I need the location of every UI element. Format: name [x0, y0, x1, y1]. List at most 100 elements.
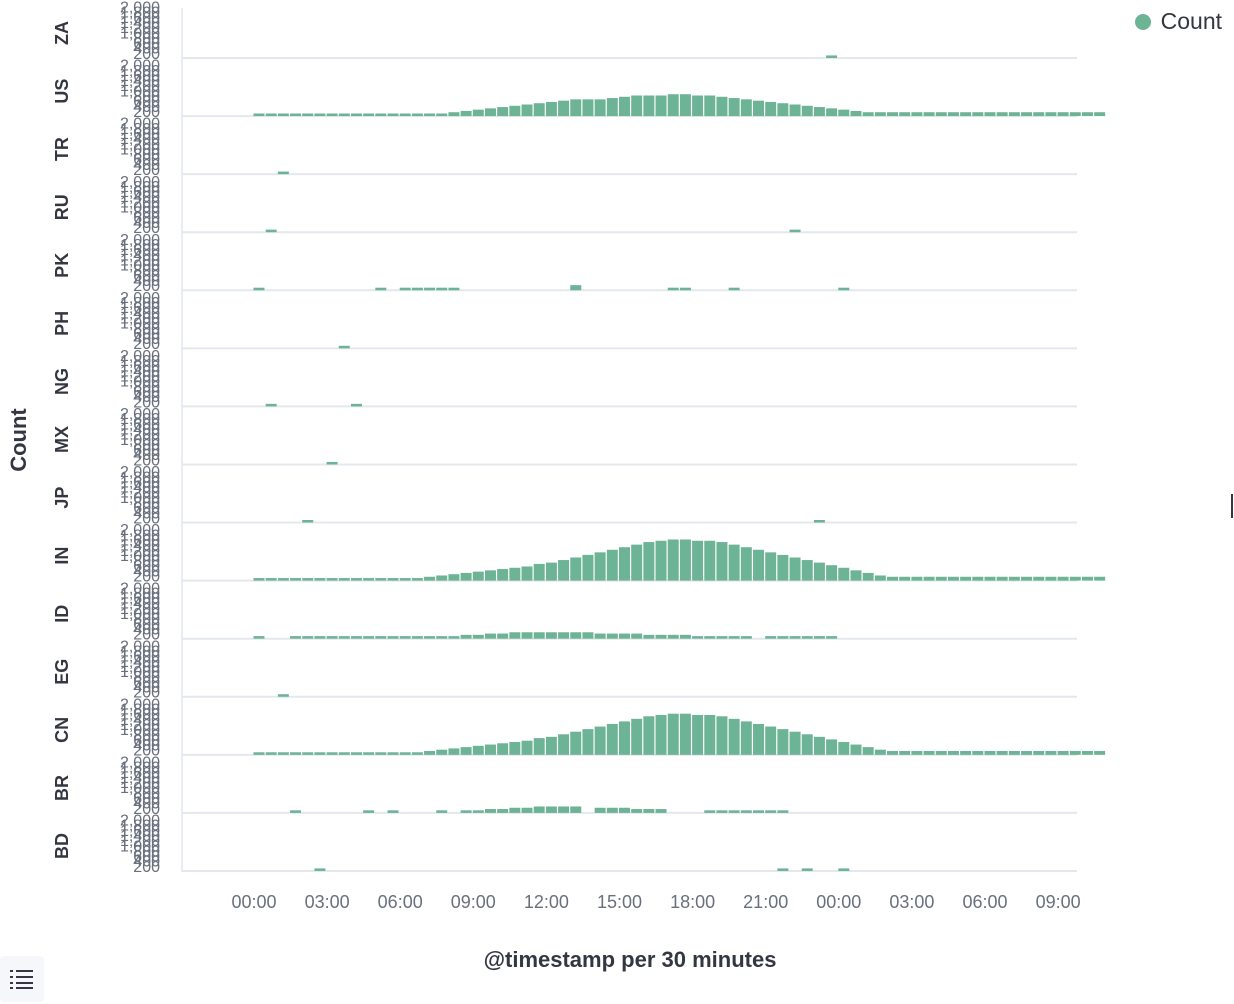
bar-id	[558, 632, 570, 639]
y-tick-label: 1,000	[120, 722, 160, 739]
y-tick-label: 2,000	[120, 290, 160, 307]
y-tick-label: 600	[133, 442, 160, 459]
y-tick-label: 200	[133, 394, 160, 411]
y-tick-label: 400	[133, 563, 160, 580]
row-label-za: ZA	[52, 21, 72, 45]
bar-in	[923, 576, 935, 581]
bar-cn	[314, 752, 326, 755]
bar-id	[740, 636, 752, 639]
bar-us	[411, 113, 423, 117]
bar-cn	[826, 739, 838, 755]
y-tick-label: 2,000	[120, 174, 160, 191]
bar-us	[960, 112, 972, 117]
bar-cn	[1081, 750, 1093, 755]
y-tick-label: 400	[133, 854, 160, 871]
bar-br	[290, 810, 302, 813]
bar-br	[436, 810, 448, 813]
y-tick-label: 1,200	[120, 194, 160, 211]
y-tick-label: 200	[133, 162, 160, 179]
bar-in	[789, 557, 801, 581]
bar-us	[789, 104, 801, 117]
bar-cn	[1045, 750, 1057, 755]
y-tick-label: 800	[133, 88, 160, 105]
bar-in	[874, 575, 886, 581]
bar-in	[1033, 576, 1045, 581]
bar-cn	[984, 750, 996, 755]
bar-marks	[253, 55, 1106, 871]
bar-id	[399, 636, 411, 639]
y-tick-label: 2,000	[120, 464, 160, 481]
bar-us	[290, 113, 302, 117]
x-tick-label: 03:00	[889, 892, 934, 912]
bar-id	[619, 633, 630, 639]
bar-id	[521, 632, 533, 639]
bar-cn	[935, 750, 947, 755]
x-tick-label: 21:00	[743, 892, 788, 912]
bar-id	[497, 633, 509, 639]
y-tick-label: 200	[133, 278, 160, 295]
bar-id	[826, 636, 838, 639]
y-tick-label: 1,800	[120, 63, 160, 80]
y-tick-label: 2,000	[120, 406, 160, 423]
y-tick-label: 600	[133, 94, 160, 111]
x-tick-label: 09:00	[451, 892, 496, 912]
bar-cn	[338, 752, 350, 755]
bar-br	[753, 810, 764, 813]
bar-us	[826, 108, 838, 117]
y-tick-label: 1,400	[120, 770, 160, 787]
y-tick-label: 400	[133, 447, 160, 464]
bar-cn	[1057, 750, 1069, 755]
y-tick-label: 200	[133, 801, 160, 818]
y-tick-label: 1,800	[120, 237, 160, 254]
y-tick-label: 600	[133, 210, 160, 227]
y-tick-label: 200	[133, 452, 160, 469]
bar-us	[667, 94, 679, 117]
bar-in	[387, 578, 399, 581]
y-tick-label: 1,600	[120, 358, 160, 375]
bar-in	[484, 570, 496, 581]
bar-br	[545, 806, 557, 813]
bar-br	[765, 810, 777, 813]
y-tick-label: 600	[133, 849, 160, 866]
bar-cn	[521, 740, 533, 755]
bar-in	[1069, 576, 1081, 581]
row-label-ph: PH	[52, 311, 72, 336]
x-tick-label: 06:00	[378, 892, 423, 912]
bar-id	[436, 636, 448, 639]
bar-us	[424, 113, 436, 117]
y-tick-label: 800	[133, 843, 160, 860]
bar-cn	[326, 752, 338, 755]
y-tick-label: 800	[133, 263, 160, 280]
bar-cn	[460, 747, 472, 755]
y-tick-label: 1,000	[120, 780, 160, 797]
y-tick-label: 1,000	[120, 374, 160, 391]
bar-br	[460, 810, 472, 813]
row-label-bd: BD	[52, 833, 72, 859]
legend-toggle-button[interactable]	[0, 956, 44, 1002]
x-tick-label: 18:00	[670, 892, 715, 912]
bar-in	[1008, 576, 1020, 581]
bar-in	[887, 576, 899, 581]
bar-us	[436, 113, 448, 117]
bar-id	[545, 632, 557, 639]
bar-us	[314, 113, 326, 117]
bar-br	[521, 807, 533, 813]
bar-cn	[302, 752, 314, 755]
x-tick-label: 00:00	[816, 892, 861, 912]
y-tick-label: 2,000	[120, 522, 160, 539]
y-tick-label: 800	[133, 495, 160, 512]
bar-br	[509, 807, 521, 813]
bar-cn	[411, 752, 423, 755]
bar-id	[704, 636, 716, 639]
y-tick-label: 2,000	[120, 58, 160, 75]
bar-in	[826, 565, 838, 581]
bar-id	[582, 632, 594, 639]
bar-us	[375, 113, 387, 117]
bar-in	[679, 539, 691, 581]
y-tick-label: 1,600	[120, 474, 160, 491]
y-tick-label: 600	[133, 674, 160, 691]
legend[interactable]: Count	[1134, 8, 1222, 35]
bar-cn	[874, 749, 886, 755]
bar-us	[448, 112, 460, 117]
bar-in	[1081, 576, 1093, 581]
